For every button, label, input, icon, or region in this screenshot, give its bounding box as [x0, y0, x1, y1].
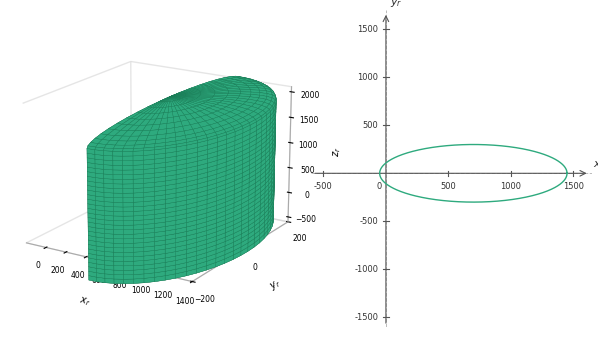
Text: 1500: 1500 — [563, 182, 584, 191]
Text: -1500: -1500 — [355, 313, 379, 322]
Text: 1000: 1000 — [501, 182, 521, 191]
Text: -500: -500 — [359, 217, 379, 226]
Text: 500: 500 — [362, 121, 379, 130]
Text: 0: 0 — [377, 182, 382, 191]
Y-axis label: $y_r$: $y_r$ — [268, 277, 283, 293]
Text: 1500: 1500 — [358, 25, 379, 34]
Text: 1000: 1000 — [358, 73, 379, 82]
X-axis label: $x_r$: $x_r$ — [78, 295, 91, 309]
Text: $y_r$: $y_r$ — [390, 0, 402, 9]
Text: -500: -500 — [314, 182, 333, 191]
Text: $x_r$: $x_r$ — [593, 160, 598, 172]
Text: 500: 500 — [441, 182, 456, 191]
Text: -1000: -1000 — [355, 265, 379, 274]
